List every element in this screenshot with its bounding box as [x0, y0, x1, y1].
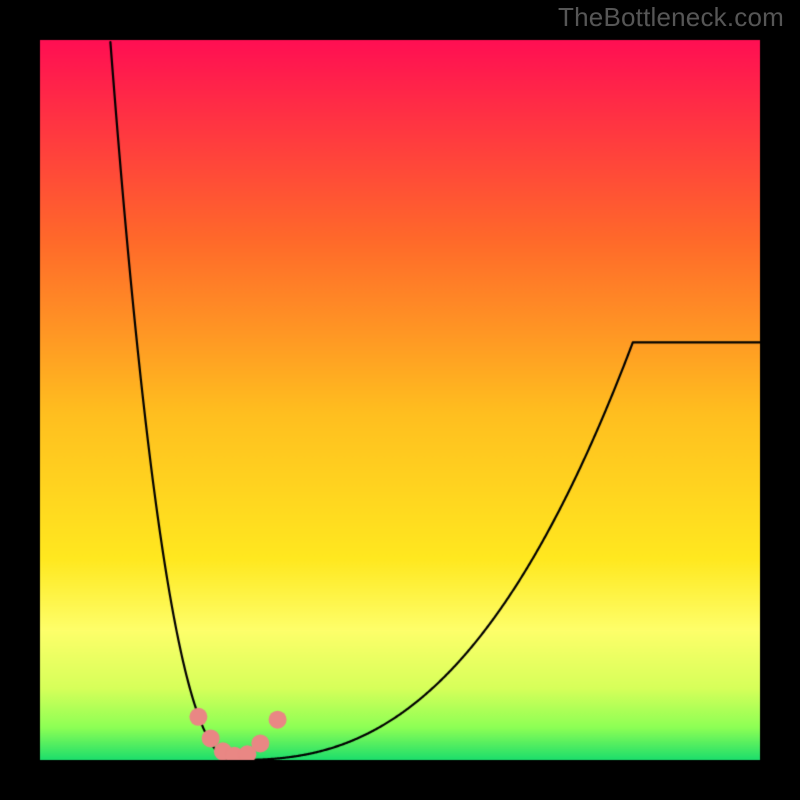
watermark-text: TheBottleneck.com: [558, 2, 784, 33]
bottleneck-curve-chart: [0, 0, 800, 800]
chart-stage: TheBottleneck.com: [0, 0, 800, 800]
